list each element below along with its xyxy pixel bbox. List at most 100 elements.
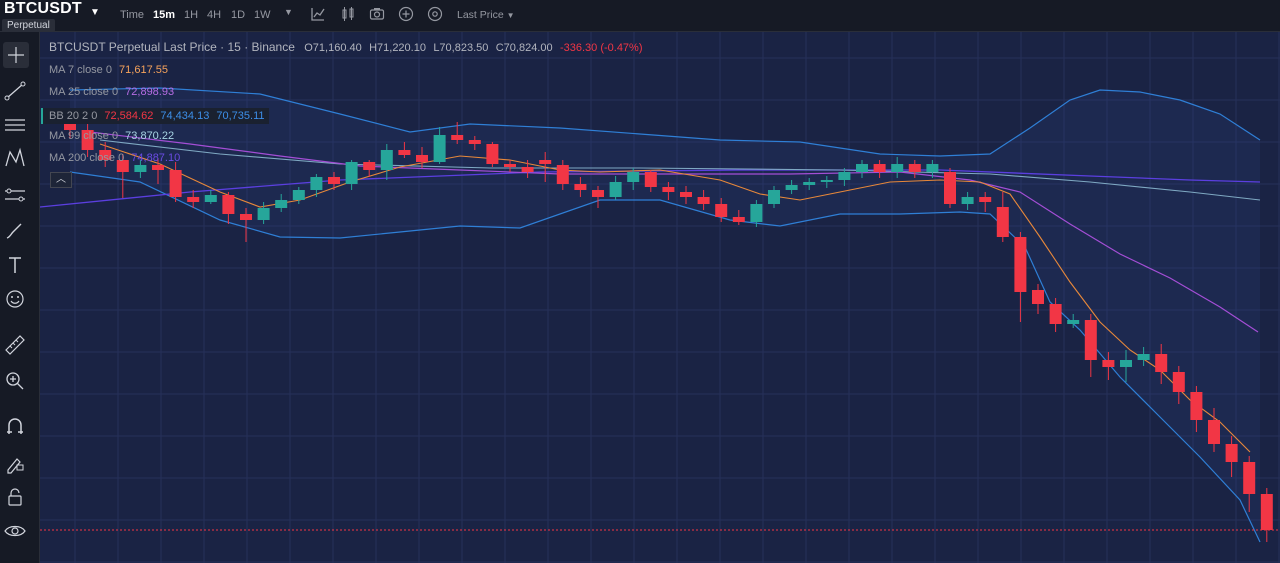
candle-body (1067, 320, 1080, 324)
candlestick-series (64, 112, 1273, 542)
candle-body (996, 207, 1009, 237)
candle-body (1102, 360, 1115, 367)
candle-body (204, 195, 217, 202)
candle-body (468, 140, 481, 144)
candle-body (416, 155, 428, 162)
bollinger-upper-line (69, 87, 1261, 157)
indicator-ma200[interactable]: MA 200 close 0 74,887.10 (49, 152, 180, 164)
trend-line-icon[interactable] (2, 78, 28, 104)
settings-icon[interactable] (427, 6, 443, 22)
symbol-name[interactable]: BTCUSDT (4, 0, 82, 17)
tab-1h[interactable]: 1H (184, 9, 199, 21)
camera-icon[interactable] (369, 6, 385, 22)
pattern-icon[interactable] (2, 146, 28, 172)
candle-body (644, 172, 657, 187)
chevron-down-icon: ▼ (506, 11, 515, 20)
candle-body (1243, 462, 1256, 494)
contract-type-badge: Perpetual (2, 19, 55, 32)
bollinger-lower-line (69, 171, 1261, 543)
candle-body (697, 197, 710, 204)
indicator-ma99-label: MA 99 close 0 (49, 130, 119, 142)
legend-open: O71,160.40 (304, 42, 362, 54)
indicator-bb-lower: 70,735.11 (216, 110, 265, 122)
prediction-icon[interactable] (2, 182, 28, 208)
candle-body (556, 165, 569, 184)
candle-body (1172, 372, 1185, 392)
candle-body (134, 165, 147, 172)
candle-body (116, 160, 129, 172)
candle-body (838, 172, 851, 180)
tab-1w[interactable]: 1W (254, 9, 271, 21)
indicator-ma7[interactable]: MA 7 close 0 71,617.55 (49, 64, 168, 76)
chart-type-icon[interactable] (340, 6, 356, 22)
fib-icon[interactable] (2, 112, 28, 138)
candle-body (486, 144, 499, 164)
candle-body (768, 190, 780, 204)
drawing-toolbar (0, 32, 40, 563)
ma200-line (40, 169, 1261, 208)
ruler-icon[interactable] (2, 332, 28, 358)
indicator-ma99[interactable]: MA 99 close 0 73,870.22 (49, 130, 174, 142)
candle-body (1155, 354, 1168, 372)
candle-body (169, 170, 182, 197)
candle-body (1120, 360, 1132, 367)
timeframe-dropdown-icon[interactable]: ▼ (284, 7, 293, 17)
candle-body (873, 164, 886, 172)
lock-icon[interactable] (2, 484, 28, 510)
indicator-ma200-label: MA 200 close 0 (49, 152, 125, 164)
indicator-ma7-value: 71,617.55 (119, 64, 168, 76)
indicators-icon[interactable] (310, 6, 326, 22)
candle-body (680, 192, 692, 197)
candle-body (539, 160, 552, 164)
candle-body (609, 182, 622, 197)
tab-15m[interactable]: 15m (153, 9, 176, 21)
candle-body (328, 177, 340, 184)
candle-body (891, 164, 904, 172)
candle-body (1137, 354, 1150, 360)
price-source-select[interactable]: Last Price ▼ (457, 9, 515, 21)
top-toolbar: BTCUSDT ▼ Perpetual Time 15m 1H 4H 1D 1W… (0, 0, 1280, 32)
indicator-bb-label: BB 20 2 0 (49, 110, 98, 122)
indicator-ma7-label: MA 7 close 0 (49, 64, 112, 76)
candle-body (152, 165, 164, 170)
eye-icon[interactable] (2, 518, 28, 544)
indicator-ma25-label: MA 25 close 0 (49, 86, 119, 98)
candle-body (81, 130, 94, 150)
indicator-ma25[interactable]: MA 25 close 0 72,898.93 (49, 86, 174, 98)
price-source-label: Last Price (457, 9, 504, 21)
candle-body (240, 214, 252, 220)
time-label[interactable]: Time (120, 9, 145, 21)
candle-body (926, 164, 939, 172)
indicator-bb-basis: 72,584.62 (104, 110, 154, 122)
candle-body (627, 172, 640, 182)
add-icon[interactable] (398, 6, 414, 22)
chevron-down-icon[interactable]: ▼ (90, 7, 100, 18)
legend-title: BTCUSDT Perpetual Last Price · 15 · Bina… (49, 40, 295, 54)
emoji-icon[interactable] (2, 286, 28, 312)
zoom-in-icon[interactable] (2, 368, 28, 394)
crosshair-icon[interactable] (3, 42, 29, 68)
indicator-ma99-value: 73,870.22 (125, 130, 175, 142)
candle-body (979, 197, 992, 202)
candle-body (574, 184, 587, 190)
candle-body (187, 197, 200, 202)
brush-icon[interactable] (2, 218, 28, 244)
indicator-bb[interactable]: BB 20 2 0 72,584.62 74,434.13 70,735.11 (41, 108, 269, 124)
chart-legend: BTCUSDT Perpetual Last Price · 15 · Bina… (49, 40, 643, 54)
candle-body (1049, 304, 1062, 324)
candle-body (732, 217, 745, 222)
tab-1d[interactable]: 1D (231, 9, 246, 21)
tab-4h[interactable]: 4H (207, 9, 222, 21)
candle-body (803, 182, 816, 185)
lock-drawing-icon[interactable] (2, 450, 28, 476)
indicator-ma25-value: 72,898.93 (125, 86, 175, 98)
candle-body (521, 167, 534, 172)
chart-pane[interactable] (40, 32, 1280, 563)
candle-body (908, 164, 921, 172)
indicator-ma200-value: 74,887.10 (131, 152, 181, 164)
collapse-legend-button[interactable]: ︿ (50, 172, 72, 188)
text-icon[interactable] (2, 252, 28, 278)
candle-body (1014, 237, 1027, 292)
magnet-icon[interactable] (2, 414, 28, 440)
candle-body (504, 164, 516, 167)
